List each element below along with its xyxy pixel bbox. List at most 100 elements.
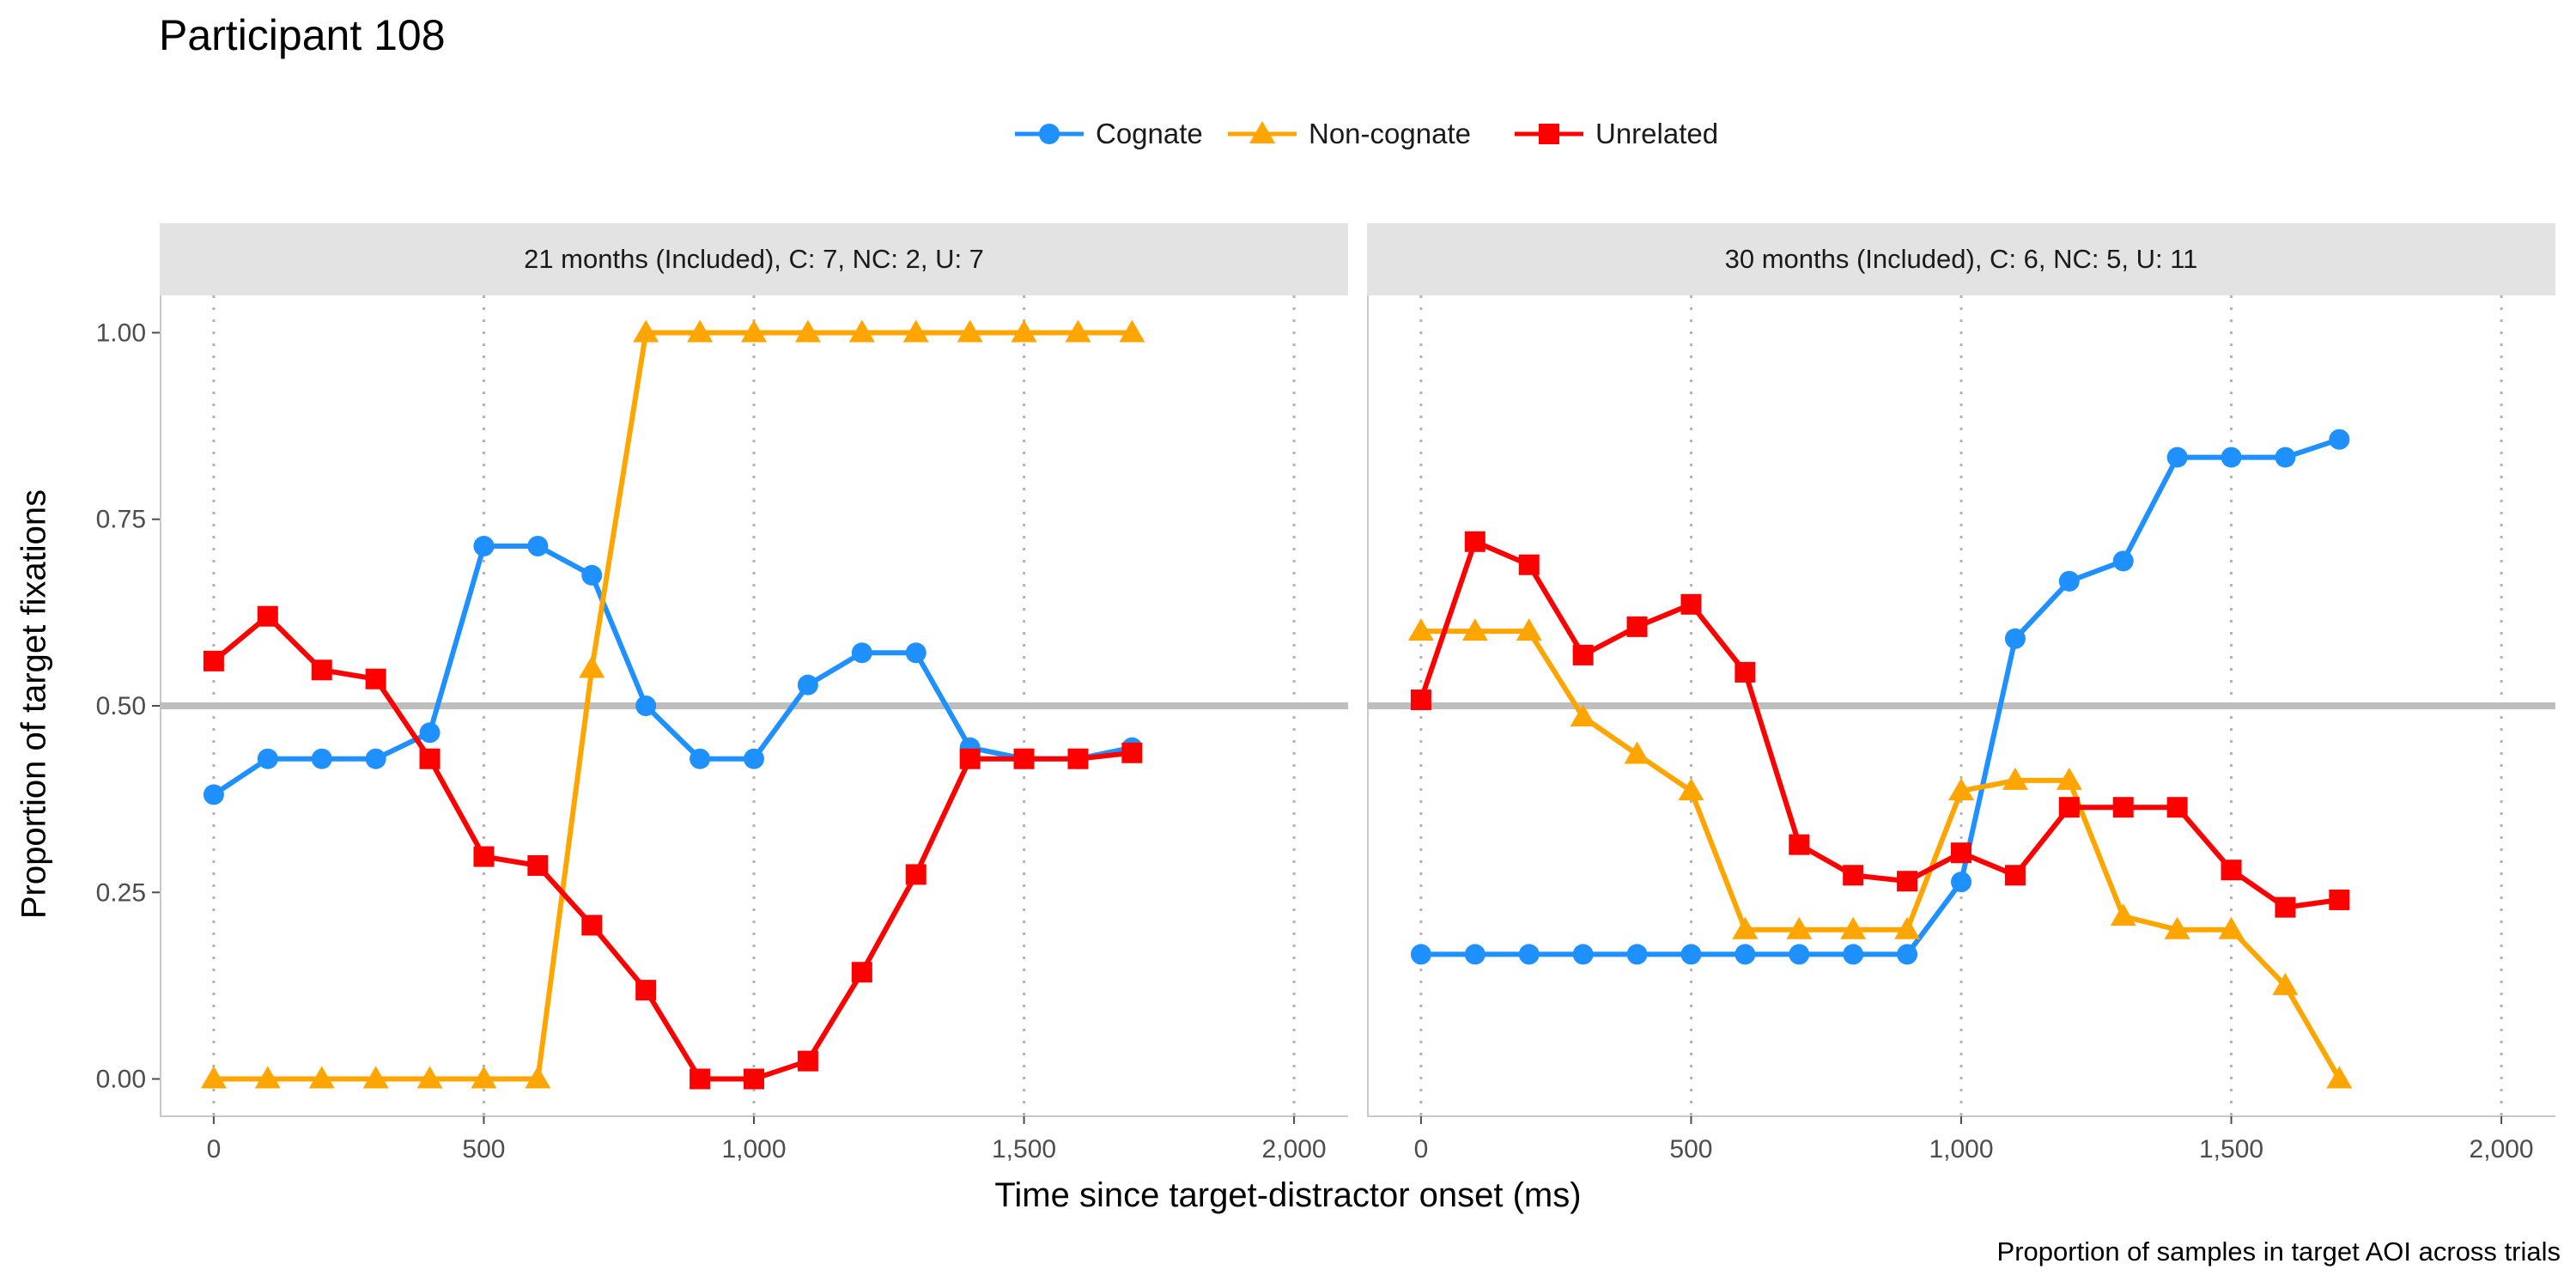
x-tick-label: 500 xyxy=(462,1135,505,1163)
legend-key-marker xyxy=(1039,124,1060,144)
data-point-unrelated xyxy=(851,962,872,983)
x-tick-label: 0 xyxy=(207,1135,222,1163)
data-point-unrelated xyxy=(1121,742,1143,763)
x-tick-label: 1,000 xyxy=(721,1135,786,1163)
data-point-unrelated xyxy=(2004,865,2026,886)
data-point-non-cognate xyxy=(2110,903,2136,927)
data-point-unrelated xyxy=(2166,797,2188,818)
data-point-unrelated xyxy=(1410,690,1431,711)
plot-area-21-months xyxy=(160,295,1348,1124)
data-point-non-cognate xyxy=(1065,319,1091,343)
legend-key-triangle-icon xyxy=(1228,121,1297,143)
data-point-unrelated xyxy=(635,980,657,1001)
data-point-non-cognate xyxy=(1624,741,1650,764)
data-point-cognate xyxy=(311,748,332,769)
data-point-cognate xyxy=(2166,447,2188,468)
data-point-unrelated xyxy=(1518,554,1540,575)
data-point-non-cognate xyxy=(2218,916,2245,939)
x-tick-label: 1,500 xyxy=(2199,1135,2263,1163)
panel-21-months: 21 months (Included), C: 7, NC: 2, U: 7 … xyxy=(160,223,1348,1163)
data-point-unrelated xyxy=(581,914,603,936)
panel-30-months: 30 months (Included), C: 6, NC: 5, U: 11… xyxy=(1367,223,2555,1163)
data-point-non-cognate xyxy=(362,1066,389,1089)
legend-item-non-cognate: Non-cognate xyxy=(1226,110,1471,158)
x-tick-labels: 0 500 1,000 1,500 2,000 xyxy=(1414,1135,2534,1163)
data-point-non-cognate xyxy=(416,1066,443,1089)
data-point-unrelated xyxy=(2275,896,2296,918)
data-point-cognate xyxy=(1843,944,1864,965)
series-line-unrelated xyxy=(211,613,1133,1082)
plot-area-30-months xyxy=(1367,295,2555,1124)
data-point-non-cognate xyxy=(1678,778,1704,801)
data-point-cognate xyxy=(690,748,711,769)
data-point-non-cognate xyxy=(1786,916,1813,939)
data-point-non-cognate xyxy=(1732,916,1759,939)
data-point-non-cognate xyxy=(2164,916,2190,939)
data-point-unrelated xyxy=(1789,834,1810,855)
legend-item-cognate: Cognate xyxy=(1013,110,1203,158)
data-point-cognate xyxy=(1951,872,1971,893)
chart-title: Participant 108 xyxy=(159,11,446,59)
data-point-cognate xyxy=(203,784,224,805)
data-point-non-cognate xyxy=(1407,618,1434,641)
data-point-cognate xyxy=(2058,570,2080,592)
data-point-unrelated xyxy=(905,864,927,885)
data-point-unrelated xyxy=(473,846,495,867)
data-point-non-cognate xyxy=(2002,767,2028,790)
legend-item-unrelated: Unrelated xyxy=(1513,110,1718,158)
data-point-non-cognate xyxy=(1516,618,1542,641)
data-point-non-cognate xyxy=(308,1066,335,1089)
data-point-cognate xyxy=(1735,944,1756,965)
x-tick-label: 2,000 xyxy=(2470,1135,2534,1163)
data-point-unrelated xyxy=(1680,593,1702,615)
data-point-unrelated xyxy=(1735,661,1756,683)
x-tick-label: 0 xyxy=(1414,1135,1429,1163)
data-point-unrelated xyxy=(1572,644,1594,665)
x-tick-labels: 0 500 1,000 1,500 2,000 xyxy=(207,1135,1327,1163)
data-point-cognate xyxy=(635,696,657,716)
data-point-unrelated xyxy=(527,854,549,876)
panel-strip-title: 21 months (Included), C: 7, NC: 2, U: 7 xyxy=(160,223,1348,295)
data-point-cognate xyxy=(2275,447,2296,468)
data-point-unrelated xyxy=(2329,889,2350,910)
x-tick-label: 2,000 xyxy=(1262,1135,1327,1163)
panel-strip-title: 30 months (Included), C: 6, NC: 5, U: 11 xyxy=(1367,223,2555,295)
data-point-non-cognate xyxy=(2056,767,2082,790)
legend: Cognate Non-cognate Unrelated xyxy=(0,110,2576,158)
data-point-non-cognate xyxy=(254,1066,281,1089)
data-point-cognate xyxy=(581,564,603,586)
data-point-cognate xyxy=(1410,944,1431,965)
data-point-unrelated xyxy=(203,650,224,671)
data-point-cognate xyxy=(527,536,549,557)
data-point-unrelated xyxy=(744,1068,764,1090)
data-point-cognate xyxy=(257,748,278,769)
legend-key-circle-icon xyxy=(1015,124,1084,144)
data-point-non-cognate xyxy=(794,319,821,343)
data-point-unrelated xyxy=(2112,797,2134,818)
y-tick-label: 0.75 xyxy=(96,506,146,534)
data-point-cognate xyxy=(1789,944,1810,965)
series-line-unrelated xyxy=(1419,538,2340,910)
data-point-unrelated xyxy=(419,748,440,769)
legend-label-unrelated: Unrelated xyxy=(1595,118,1719,149)
data-point-unrelated xyxy=(1067,748,1089,769)
data-point-unrelated xyxy=(1013,748,1035,769)
data-point-cognate xyxy=(2112,550,2134,572)
y-tick-label: 1.00 xyxy=(96,319,146,347)
data-point-unrelated xyxy=(2221,860,2242,881)
y-tick-label: 0.00 xyxy=(96,1066,146,1094)
x-tick-label: 1,000 xyxy=(1929,1135,1993,1163)
data-point-cognate xyxy=(851,642,872,664)
data-point-unrelated xyxy=(1464,531,1485,552)
data-point-non-cognate xyxy=(687,319,714,343)
data-point-non-cognate xyxy=(1461,618,1488,641)
data-point-non-cognate xyxy=(1948,778,1974,801)
data-point-non-cognate xyxy=(1011,319,1037,343)
data-point-non-cognate xyxy=(471,1066,497,1089)
y-axis: 0.00 0.25 0.50 0.75 1.00 xyxy=(96,319,160,1094)
data-point-cognate xyxy=(1680,944,1702,965)
data-point-cognate xyxy=(797,674,818,696)
x-tick-label: 500 xyxy=(1669,1135,1712,1163)
series-line-non-cognate xyxy=(1420,629,2342,1081)
data-point-unrelated xyxy=(797,1050,818,1072)
